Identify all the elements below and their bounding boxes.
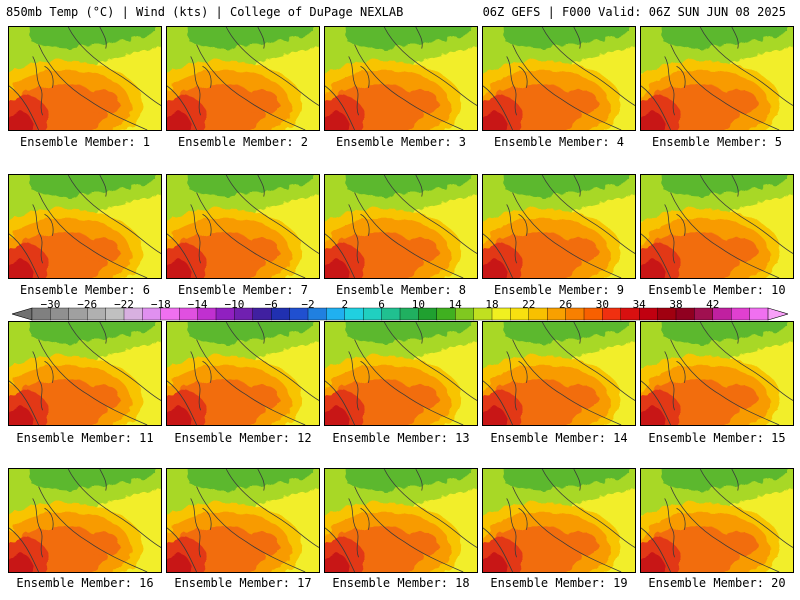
ensemble-panel-13 [324, 321, 478, 426]
ensemble-member-label: Ensemble Member: 5 [651, 135, 783, 149]
colorbar-swatch [731, 307, 751, 321]
colorbar-tick-label: −2 [301, 298, 315, 311]
colorbar-tick-label: −26 [77, 298, 98, 311]
ensemble-member-label: Ensemble Member: 4 [493, 135, 625, 149]
ensemble-panel-18 [324, 468, 478, 573]
ensemble-panel-20 [640, 468, 794, 573]
ensemble-panel-2 [166, 26, 320, 131]
ensemble-member-label: Ensemble Member: 16 [16, 576, 154, 590]
ensemble-panel-15 [640, 321, 794, 426]
colorbar-left-arrow [12, 307, 33, 321]
temperature-colorbar [12, 307, 788, 321]
ensemble-member-label: Ensemble Member: 6 [19, 283, 151, 297]
colorbar-tick-label: −14 [187, 298, 208, 311]
ensemble-member-label: Ensemble Member: 20 [648, 576, 786, 590]
colorbar-tick-label: 14 [448, 298, 462, 311]
ensemble-panel-3 [324, 26, 478, 131]
colorbar-tick-label: 42 [706, 298, 720, 311]
ensemble-panel-9 [482, 174, 636, 279]
colorbar-tick-label: −10 [224, 298, 245, 311]
ensemble-panel-19 [482, 468, 636, 573]
ensemble-panel-10 [640, 174, 794, 279]
colorbar-tick-label: −6 [264, 298, 278, 311]
ensemble-member-label: Ensemble Member: 8 [335, 283, 467, 297]
ensemble-panel-11 [8, 321, 162, 426]
colorbar-tick-label: 10 [411, 298, 426, 311]
ensemble-member-label: Ensemble Member: 18 [332, 576, 470, 590]
ensemble-panel-8 [324, 174, 478, 279]
ensemble-member-label: Ensemble Member: 3 [335, 135, 467, 149]
ensemble-member-label: Ensemble Member: 2 [177, 135, 309, 149]
colorbar-tick-label: 18 [485, 298, 499, 311]
ensemble-member-label: Ensemble Member: 10 [648, 283, 786, 297]
ensemble-panel-12 [166, 321, 320, 426]
ensemble-member-label: Ensemble Member: 7 [177, 283, 309, 297]
ensemble-member-label: Ensemble Member: 13 [332, 431, 470, 445]
ensemble-panel-4 [482, 26, 636, 131]
colorbar-tick-label: −30 [40, 298, 61, 311]
ensemble-panel-7 [166, 174, 320, 279]
colorbar-tick-label: −18 [150, 298, 171, 311]
ensemble-member-label: Ensemble Member: 14 [490, 431, 628, 445]
colorbar-tick-label: 30 [595, 298, 610, 311]
ensemble-panel-5 [640, 26, 794, 131]
colorbar-tick-label: −22 [114, 298, 134, 311]
ensemble-member-label: Ensemble Member: 9 [493, 283, 625, 297]
ensemble-panel-17 [166, 468, 320, 573]
colorbar-tick-label: 2 [341, 298, 349, 311]
colorbar-right-arrow [767, 307, 788, 321]
colorbar-swatch [749, 307, 769, 321]
header-title: 850mb Temp (°C) | Wind (kts) | College o… [6, 5, 404, 19]
ensemble-panel-16 [8, 468, 162, 573]
colorbar-tick-label: 38 [669, 298, 683, 311]
ensemble-member-label: Ensemble Member: 19 [490, 576, 628, 590]
ensemble-member-label: Ensemble Member: 15 [648, 431, 786, 445]
ensemble-panel-6 [8, 174, 162, 279]
ensemble-member-label: Ensemble Member: 12 [174, 431, 312, 445]
ensemble-panel-14 [482, 321, 636, 426]
colorbar-tick-label: 34 [632, 298, 646, 311]
ensemble-member-label: Ensemble Member: 11 [16, 431, 154, 445]
ensemble-member-label: Ensemble Member: 1 [19, 135, 151, 149]
colorbar-tick-label: 26 [558, 298, 573, 311]
header-run-info: 06Z GEFS | F000 Valid: 06Z SUN JUN 08 20… [482, 5, 786, 19]
colorbar-tick-label: 6 [378, 298, 385, 311]
colorbar-tick-label: 22 [522, 298, 536, 311]
ensemble-panel-1 [8, 26, 162, 131]
ensemble-member-label: Ensemble Member: 17 [174, 576, 312, 590]
